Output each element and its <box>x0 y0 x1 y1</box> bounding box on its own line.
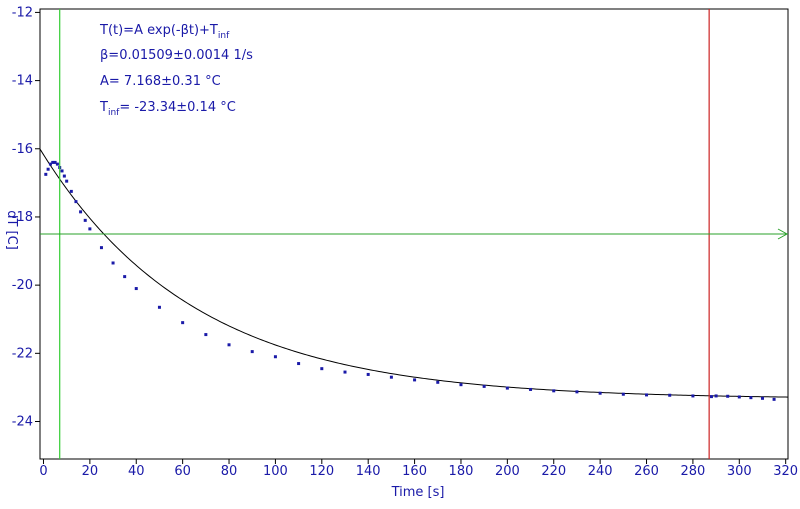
y-tick-label: -14 <box>12 74 33 89</box>
y-tick-label: -16 <box>12 142 33 157</box>
x-tick-label: 60 <box>174 464 191 479</box>
data-point <box>343 370 347 374</box>
y-tick-label: -12 <box>12 5 33 20</box>
fit-tinf: Tinf= -23.34±0.14 °C <box>99 100 236 118</box>
data-point <box>575 390 579 394</box>
data-point <box>389 375 393 379</box>
x-tick-label: 20 <box>82 464 99 479</box>
data-point <box>62 174 66 178</box>
data-point <box>668 393 672 397</box>
data-point <box>436 380 440 384</box>
y-tick-label: -20 <box>12 278 33 293</box>
fit-beta: β=0.01509±0.0014 1/s <box>100 48 253 63</box>
y-tick-label: -22 <box>12 346 33 361</box>
data-points-layer <box>44 160 776 401</box>
data-point <box>413 378 417 382</box>
x-tick-label: 320 <box>773 464 798 479</box>
data-point <box>157 305 161 309</box>
data-point <box>46 167 50 171</box>
data-point <box>529 387 533 391</box>
data-point <box>645 393 649 397</box>
x-tick-label: 200 <box>495 464 520 479</box>
data-point <box>123 275 127 279</box>
data-point <box>552 389 556 393</box>
data-point <box>134 287 138 291</box>
data-point <box>227 343 231 347</box>
fit-curve-layer <box>39 148 789 398</box>
fit-amplitude: A= 7.168±0.31 °C <box>100 74 221 89</box>
x-axis-title: Time [s] <box>391 485 445 500</box>
data-point <box>53 160 57 164</box>
data-point <box>65 179 69 183</box>
data-point <box>621 392 625 396</box>
x-tick-label: 140 <box>356 464 381 479</box>
data-point <box>79 210 83 214</box>
data-point <box>273 355 277 359</box>
data-point <box>297 362 301 366</box>
data-point <box>181 321 185 325</box>
y-tick-label: -24 <box>12 415 33 430</box>
x-tick-label: 100 <box>263 464 288 479</box>
data-point <box>83 218 87 222</box>
fit-equation: T(t)=A exp(-βt)+Tinf <box>99 23 230 41</box>
fit-annotation: T(t)=A exp(-βt)+Tinf β=0.01509±0.0014 1/… <box>99 23 253 118</box>
y-axis-ticks: -12 -14 -16 -18 -20 -22 -24 <box>12 5 40 430</box>
data-point <box>69 189 73 193</box>
data-point <box>88 227 92 231</box>
data-point <box>459 383 463 387</box>
data-point <box>760 396 764 400</box>
x-tick-label: 160 <box>402 464 427 479</box>
data-point <box>55 162 59 166</box>
data-point <box>99 246 103 250</box>
data-point <box>44 172 48 176</box>
data-point <box>598 391 602 395</box>
data-point <box>60 169 64 173</box>
data-point <box>482 384 486 388</box>
data-point <box>48 162 52 166</box>
y-axis-title: dT [C] <box>4 210 19 250</box>
data-point <box>505 386 509 390</box>
data-point <box>737 395 741 399</box>
x-tick-label: 240 <box>588 464 613 479</box>
x-tick-label: 0 <box>39 464 47 479</box>
data-point <box>714 394 718 398</box>
data-point <box>320 367 324 371</box>
data-point <box>749 396 753 400</box>
data-point <box>51 160 55 164</box>
data-point <box>772 397 776 401</box>
data-point <box>74 200 78 204</box>
x-axis-ticks: 0 20 40 60 80 100 120 140 160 180 200 220 240 260 280 3… <box>39 459 798 479</box>
data-point <box>726 394 730 398</box>
cursor-arrow-icon <box>777 228 789 240</box>
data-point <box>250 350 254 354</box>
data-point <box>366 372 370 376</box>
x-tick-label: 280 <box>680 464 705 479</box>
fit-curve <box>39 148 789 398</box>
data-point <box>111 261 115 265</box>
x-tick-label: 180 <box>449 464 474 479</box>
x-tick-label: 260 <box>634 464 659 479</box>
cursor-layer <box>40 9 789 459</box>
x-tick-label: 120 <box>309 464 334 479</box>
x-tick-label: 220 <box>541 464 566 479</box>
y-tick-label: -18 <box>12 210 33 225</box>
x-tick-label: 300 <box>727 464 752 479</box>
data-point <box>204 333 208 337</box>
x-tick-label: 80 <box>221 464 238 479</box>
x-tick-label: 40 <box>128 464 145 479</box>
data-point <box>709 395 713 399</box>
data-point <box>691 394 695 398</box>
